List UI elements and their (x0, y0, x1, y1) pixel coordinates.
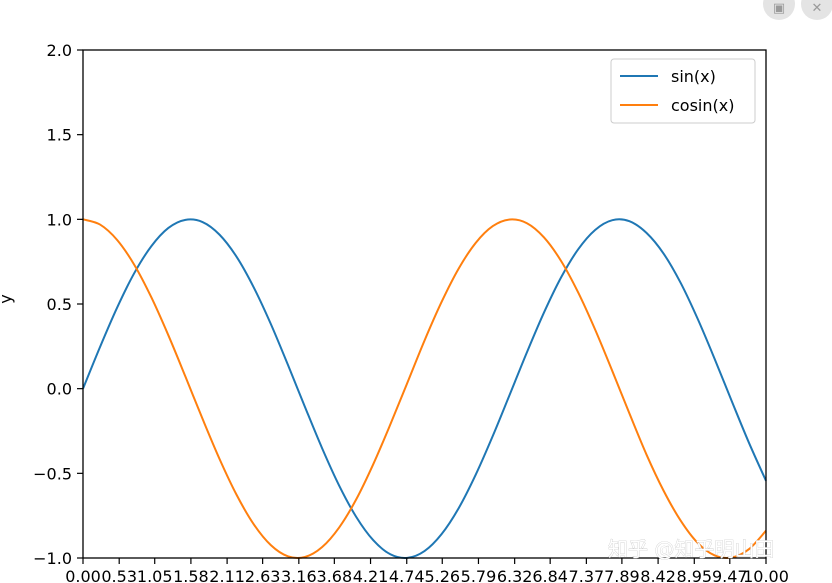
x-tick-label: 3.68 (317, 567, 353, 583)
close-button[interactable]: ✕ (801, 0, 832, 20)
plot-lines (82, 218, 767, 559)
legend-label: sin(x) (671, 67, 716, 86)
x-tick-label: 3.16 (281, 567, 317, 583)
y-axis: −1.0 −0.5 0.0 0.5 1.0 1.5 2.0 (33, 41, 83, 568)
x-tick-label: 0.53 (101, 567, 137, 583)
legend: sin(x) cosin(x) (610, 58, 756, 124)
x-tick-label: 1.58 (173, 567, 209, 583)
x-tick-label: 2.63 (245, 567, 281, 583)
y-tick-label: −1.0 (33, 549, 72, 568)
y-axis-label: y (0, 294, 15, 303)
x-tick-label: 6.84 (532, 567, 568, 583)
legend-label: cosin(x) (671, 96, 734, 115)
y-tick-label: 2.0 (47, 41, 72, 60)
x-tick-label: 7.37 (569, 567, 605, 583)
close-icon: ✕ (811, 1, 823, 16)
y-tick-label: 1.5 (47, 126, 72, 145)
image-icon: ▣ (772, 1, 786, 16)
x-tick-label: 5.26 (424, 567, 460, 583)
x-tick-label: 8.42 (640, 567, 676, 583)
y-tick-label: 1.0 (47, 210, 72, 229)
series-line-0 (82, 218, 767, 559)
x-tick-label: 8.95 (676, 567, 712, 583)
image-button[interactable]: ▣ (763, 0, 795, 20)
x-tick-label: 10.00 (743, 567, 789, 583)
watermark: 知乎 @知乎明山田 (608, 537, 774, 561)
x-tick-label: 5.79 (461, 567, 497, 583)
y-tick-label: 0.5 (47, 295, 72, 314)
y-tick-label: −0.5 (33, 464, 72, 483)
x-tick-label: 2.11 (209, 567, 245, 583)
y-tick-label: 0.0 (47, 380, 72, 399)
x-tick-label: 1.05 (137, 567, 173, 583)
plot-frame (82, 49, 767, 559)
x-tick-label: 7.89 (604, 567, 640, 583)
x-tick-label: 9.47 (712, 567, 748, 583)
x-tick-label: 0.00 (65, 567, 101, 583)
x-tick-label: 6.32 (497, 567, 533, 583)
x-axis: 0.00 0.53 1.05 1.58 2.11 2.63 3.16 3.68 4.21 4.74… (65, 558, 789, 583)
x-tick-label: 4.74 (389, 567, 425, 583)
series-line-1 (82, 218, 767, 559)
x-tick-label: 4.21 (353, 567, 389, 583)
